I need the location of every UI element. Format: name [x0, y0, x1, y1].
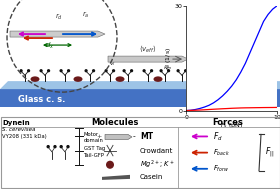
Circle shape	[202, 69, 205, 72]
Text: Dynein: Dynein	[2, 120, 30, 126]
Circle shape	[230, 69, 233, 72]
Polygon shape	[0, 89, 280, 107]
Text: Forces: Forces	[213, 118, 243, 127]
Circle shape	[47, 69, 50, 72]
Text: $k_m$: $k_m$	[163, 63, 173, 72]
Text: VY208 (331 kDa): VY208 (331 kDa)	[2, 134, 47, 139]
Circle shape	[184, 69, 187, 72]
Circle shape	[257, 69, 260, 72]
Circle shape	[92, 69, 95, 72]
Circle shape	[39, 69, 43, 72]
Text: $F_{forw}$: $F_{forw}$	[213, 164, 229, 174]
Polygon shape	[108, 56, 188, 62]
Circle shape	[265, 69, 268, 72]
Text: $Mg^{2+}$; $K^+$: $Mg^{2+}$; $K^+$	[140, 159, 175, 171]
Ellipse shape	[255, 76, 265, 82]
Circle shape	[272, 69, 275, 72]
Circle shape	[27, 69, 30, 72]
Text: ★: ★	[106, 146, 114, 156]
Circle shape	[59, 145, 63, 148]
Text: S. cerevisea: S. cerevisea	[2, 127, 35, 132]
Circle shape	[46, 145, 50, 148]
Polygon shape	[102, 175, 130, 180]
Circle shape	[143, 69, 146, 72]
X-axis label: $F_s$ (pN): $F_s$ (pN)	[220, 121, 243, 130]
Text: -: -	[133, 132, 136, 141]
Circle shape	[167, 69, 170, 72]
Circle shape	[122, 69, 126, 72]
Ellipse shape	[153, 76, 162, 82]
Ellipse shape	[221, 76, 230, 82]
Text: $r_d$: $r_d$	[55, 12, 63, 22]
Ellipse shape	[190, 76, 199, 82]
Circle shape	[104, 69, 108, 72]
Text: GST Tag: GST Tag	[84, 146, 105, 151]
Polygon shape	[105, 134, 132, 139]
Circle shape	[237, 69, 240, 72]
Circle shape	[160, 69, 163, 72]
Text: MT: MT	[140, 132, 153, 141]
Text: Tail-GFP: Tail-GFP	[84, 153, 105, 158]
Circle shape	[195, 69, 198, 72]
Circle shape	[176, 69, 180, 72]
Circle shape	[106, 161, 114, 169]
Text: Crowdant: Crowdant	[140, 148, 173, 154]
Text: Motor: Motor	[84, 132, 99, 137]
Circle shape	[130, 69, 133, 72]
Text: $v_l$: $v_l$	[109, 60, 115, 68]
Text: Casein: Casein	[140, 174, 163, 180]
Circle shape	[150, 69, 153, 72]
Circle shape	[213, 69, 216, 72]
Text: $r_a$: $r_a$	[82, 10, 90, 20]
Text: $F_{back}$: $F_{back}$	[213, 148, 230, 158]
Text: $F_{||}$: $F_{||}$	[265, 146, 274, 160]
Ellipse shape	[31, 76, 39, 82]
Polygon shape	[0, 81, 280, 89]
Text: $F_d$: $F_d$	[213, 130, 223, 143]
Circle shape	[66, 145, 70, 148]
Text: Glass c. s.: Glass c. s.	[18, 95, 65, 104]
Text: $\langle v_{eff} \rangle$: $\langle v_{eff} \rangle$	[139, 44, 157, 55]
Text: +: +	[97, 134, 102, 139]
Circle shape	[220, 69, 223, 72]
Circle shape	[249, 69, 253, 72]
Text: domain: domain	[84, 139, 104, 143]
Ellipse shape	[115, 76, 125, 82]
Text: Molecules: Molecules	[91, 118, 139, 127]
Circle shape	[85, 69, 88, 72]
Text: $d_x$: $d_x$	[45, 41, 55, 51]
Circle shape	[53, 145, 57, 148]
Y-axis label: $r_d$ (1/s): $r_d$ (1/s)	[164, 46, 173, 70]
Circle shape	[59, 69, 63, 72]
Ellipse shape	[73, 76, 83, 82]
Polygon shape	[10, 31, 105, 37]
Circle shape	[112, 69, 115, 72]
Circle shape	[20, 69, 23, 72]
Circle shape	[67, 69, 70, 72]
